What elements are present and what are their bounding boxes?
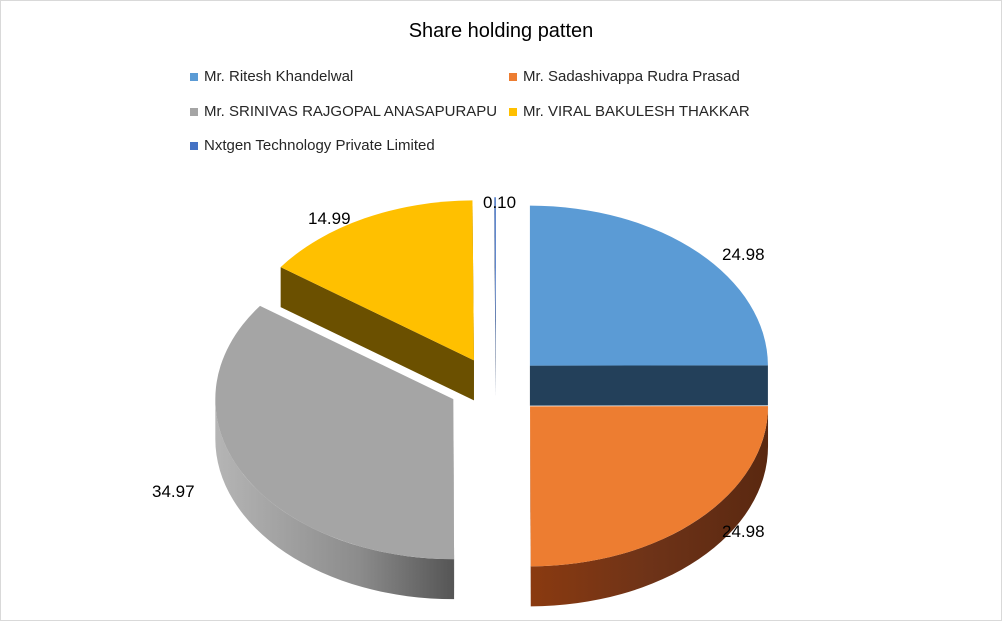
legend-swatch bbox=[190, 142, 198, 150]
legend-label: Mr. SRINIVAS RAJGOPAL ANASAPURAPU bbox=[204, 103, 498, 120]
pie-slice-srinivas bbox=[215, 305, 455, 560]
pie-slice-viral bbox=[280, 200, 474, 361]
legend-label: Mr. VIRAL BAKULESH THAKKAR bbox=[523, 103, 750, 120]
pie-slice-ritesh bbox=[529, 205, 768, 366]
pie-wall-nxtgen bbox=[494, 197, 496, 398]
legend-swatch bbox=[509, 73, 517, 81]
pie-wall-sadashivappa bbox=[530, 406, 531, 607]
legend-label: Mr. Ritesh Khandelwal bbox=[204, 68, 354, 85]
data-label-srinivas: 34.97 bbox=[152, 482, 195, 501]
pie-tops bbox=[215, 197, 769, 567]
legend-swatch bbox=[190, 108, 198, 116]
pie-side-srinivas bbox=[215, 399, 455, 600]
data-label-nxtgen: 0.10 bbox=[483, 193, 516, 212]
pie-wall-ritesh bbox=[529, 365, 768, 406]
pie-slice-sadashivappa bbox=[530, 406, 769, 567]
legend-swatch bbox=[190, 73, 198, 81]
data-label-sadashivappa: 24.98 bbox=[722, 522, 765, 541]
pie-slice-nxtgen bbox=[494, 197, 496, 358]
data-label-viral: 14.99 bbox=[308, 209, 351, 228]
pie-side-sadashivappa bbox=[530, 406, 769, 607]
pie-wall-viral bbox=[280, 267, 474, 401]
pie-labels: 24.98 24.98 34.97 14.99 0.10 bbox=[152, 193, 765, 541]
legend-label: Nxtgen Technology Private Limited bbox=[204, 137, 435, 154]
legend-swatch bbox=[509, 108, 517, 116]
data-label-ritesh: 24.98 bbox=[722, 245, 765, 264]
chart-title: Share holding patten bbox=[408, 20, 594, 42]
legend-label: Mr. Sadashivappa Rudra Prasad bbox=[523, 68, 740, 85]
